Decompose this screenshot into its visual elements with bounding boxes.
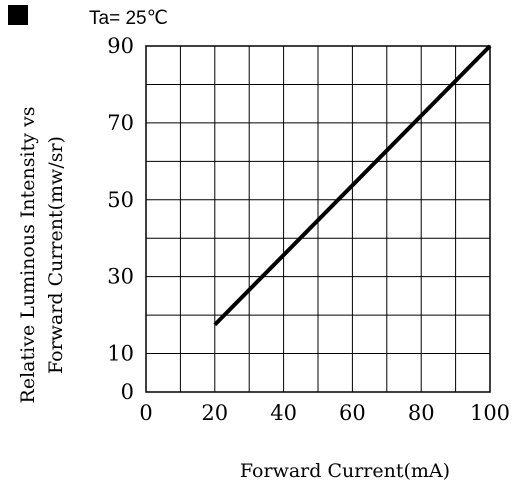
y-tick-labels: 0 10 30 50 70 90 <box>107 34 134 404</box>
x-tick-label: 20 <box>201 401 228 425</box>
series-line-1 <box>213 44 492 327</box>
x-axis-title: Forward Current(mA) <box>240 460 450 482</box>
y-tick-label: 0 <box>121 380 134 404</box>
legend-marker-square <box>8 5 28 25</box>
y-axis-title-line-1: Relative Luminous Intensity vs <box>17 107 39 404</box>
grid <box>146 46 490 392</box>
x-tick-labels: 0 20 40 60 80 100 <box>139 401 510 425</box>
plot-frame <box>145 45 491 393</box>
x-tick-label: 80 <box>408 401 435 425</box>
y-tick-label: 10 <box>107 342 134 366</box>
y-axis-title-line-2: Forward Current(mw/sr) <box>45 136 67 374</box>
y-tick-label: 50 <box>107 188 134 212</box>
y-axis-title: Relative Luminous Intensity vs Forward C… <box>17 107 67 404</box>
x-tick-label: 100 <box>470 401 510 425</box>
x-tick-label: 40 <box>270 401 297 425</box>
temperature-annotation: Ta= 25℃ <box>89 8 168 29</box>
x-tick-label: 60 <box>339 401 366 425</box>
y-tick-label: 90 <box>107 34 134 58</box>
series-layer <box>213 44 492 327</box>
y-tick-label: 70 <box>107 111 134 135</box>
x-tick-label: 0 <box>139 401 152 425</box>
y-tick-label: 30 <box>107 265 134 289</box>
